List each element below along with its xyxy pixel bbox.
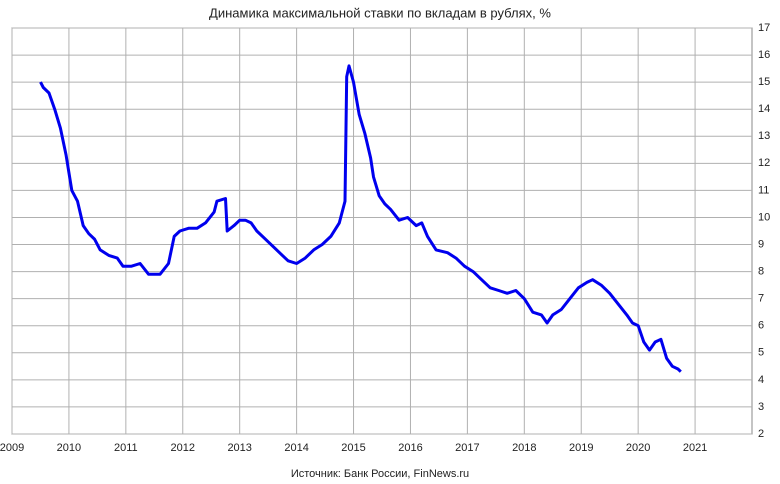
y-tick-label: 12 bbox=[758, 157, 770, 169]
x-tick-label: 2013 bbox=[227, 442, 251, 454]
x-tick-label: 2020 bbox=[626, 442, 650, 454]
y-tick-label: 17 bbox=[758, 22, 770, 34]
chart-title: Динамика максимальной ставки по вкладам … bbox=[209, 5, 551, 20]
x-tick-label: 2012 bbox=[171, 442, 195, 454]
x-tick-label: 2010 bbox=[57, 442, 81, 454]
y-tick-label: 9 bbox=[758, 238, 764, 250]
x-tick-label: 2016 bbox=[398, 442, 422, 454]
source: Источник: Банк России, FinNews.ru bbox=[291, 468, 469, 480]
plot-area bbox=[11, 27, 753, 435]
y-tick-label: 8 bbox=[758, 266, 764, 278]
x-tick-label: 2011 bbox=[114, 442, 138, 454]
x-tick-label: 2014 bbox=[284, 442, 308, 454]
y-tick-label: 14 bbox=[758, 103, 770, 115]
line bbox=[39, 64, 682, 373]
y-tick-label: 16 bbox=[758, 49, 770, 61]
x-tick-label: 2015 bbox=[341, 442, 365, 454]
y-tick-label: 10 bbox=[758, 211, 770, 223]
x-tick-label: 2009 bbox=[0, 442, 24, 454]
y-tick-label: 4 bbox=[758, 374, 764, 386]
y-tick-label: 7 bbox=[758, 293, 764, 305]
y-tick-label: 5 bbox=[758, 347, 764, 359]
x-tick-label: 2017 bbox=[455, 442, 479, 454]
y-tick-label: 6 bbox=[758, 320, 764, 332]
y-tick-label: 11 bbox=[758, 184, 769, 196]
x-tick-label: 2018 bbox=[512, 442, 536, 454]
y-tick-label: 2 bbox=[758, 428, 764, 440]
y-tick-label: 13 bbox=[758, 130, 770, 142]
y-tick-label: 15 bbox=[758, 76, 770, 88]
x-tick-label: 2021 bbox=[683, 442, 707, 454]
x-tick-label: 2019 bbox=[569, 442, 593, 454]
y-tick-label: 3 bbox=[758, 401, 764, 413]
